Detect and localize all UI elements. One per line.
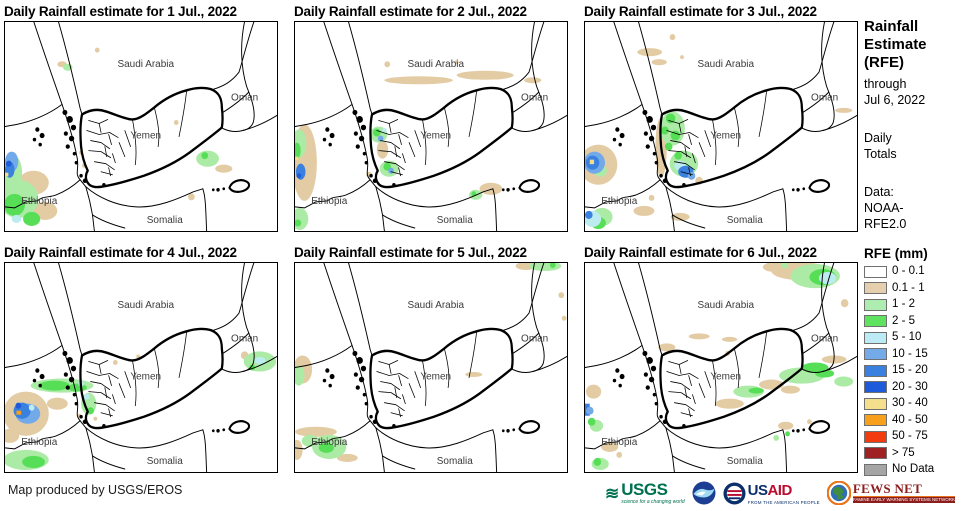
legend-row: 10 - 15 xyxy=(864,347,964,360)
legend-swatch xyxy=(864,348,887,360)
usaid-name-us: US xyxy=(747,481,768,499)
legend-swatch xyxy=(864,463,887,476)
map-jul-1 xyxy=(4,21,278,232)
legend-row: 15 - 20 xyxy=(864,364,964,377)
through-text: through xyxy=(864,77,907,91)
map-jul-4 xyxy=(4,262,278,473)
noaa-emblem-icon xyxy=(692,481,716,505)
legend-title: RFE (mm) xyxy=(864,246,928,261)
legend-row: > 75 xyxy=(864,446,964,459)
panel-title: Daily Rainfall estimate for 5 Jul., 2022 xyxy=(294,245,527,260)
legend-swatch xyxy=(864,397,887,410)
legend-swatch xyxy=(864,381,887,393)
sidebar-through: through Jul 6, 2022 xyxy=(864,76,964,108)
legend-row: 40 - 50 xyxy=(864,413,964,426)
sidebar-datasource: Data: NOAA- RFE2.0 xyxy=(864,184,964,232)
legend-label: 0.1 - 1 xyxy=(892,281,925,294)
sidebar-title: Rainfall Estimate (RFE) xyxy=(864,18,964,72)
panel-jul-5: Daily Rainfall estimate for 5 Jul., 2022 xyxy=(294,244,570,473)
panel-title: Daily Rainfall estimate for 3 Jul., 2022 xyxy=(584,4,817,19)
legend-swatch xyxy=(864,414,887,426)
panel-title: Daily Rainfall estimate for 1 Jul., 2022 xyxy=(4,4,237,19)
legend-label: 15 - 20 xyxy=(892,364,928,376)
usaid-tagline: FROM THE AMERICAN PEOPLE xyxy=(747,499,820,505)
map-jul-5 xyxy=(294,262,568,473)
period-line2: Totals xyxy=(864,147,897,161)
panel-title: Daily Rainfall estimate for 4 Jul., 2022 xyxy=(4,245,237,260)
legend-label: 0 - 0.1 xyxy=(892,265,925,277)
sidebar: Rainfall Estimate (RFE) through Jul 6, 2… xyxy=(864,18,964,481)
legend-label: 30 - 40 xyxy=(892,397,928,409)
legend-row: 30 - 40 xyxy=(864,397,964,410)
legend-label: 10 - 15 xyxy=(892,347,928,360)
legend-row: 50 - 75 xyxy=(864,430,964,443)
data-line1: Data: xyxy=(864,185,894,199)
legend-swatch xyxy=(864,298,887,311)
legend-swatch xyxy=(864,265,887,278)
usgs-logo: ≋ USGS science for a changing world xyxy=(605,479,685,505)
legend-row: 0 - 0.1 xyxy=(864,265,964,278)
rainfall-blobs xyxy=(295,60,542,230)
rainfall-blobs xyxy=(585,34,853,229)
usgs-tagline: science for a changing world xyxy=(621,498,685,505)
legend-label: > 75 xyxy=(892,446,915,459)
usaid-logo: USAID FROM THE AMERICAN PEOPLE xyxy=(723,481,820,505)
usgs-name: USGS xyxy=(621,479,668,499)
usaid-name-aid: AID xyxy=(767,481,792,499)
fews-net-name: FEWS NET xyxy=(852,481,923,496)
sidebar-title-line2: Estimate xyxy=(864,36,927,53)
noaa-logo xyxy=(692,481,716,505)
map-jul-3 xyxy=(584,21,858,232)
rainfall-blobs xyxy=(5,351,277,470)
period-line1: Daily xyxy=(864,131,892,145)
fews-globe-icon xyxy=(826,481,851,505)
legend-label: 40 - 50 xyxy=(892,413,928,426)
panel-jul-2: Daily Rainfall estimate for 2 Jul., 2022 xyxy=(294,3,570,232)
sidebar-period: Daily Totals xyxy=(864,130,964,162)
legend-swatch xyxy=(864,331,887,344)
legend-row: 5 - 10 xyxy=(864,331,964,344)
through-date: Jul 6, 2022 xyxy=(864,93,926,107)
legend-label: 1 - 2 xyxy=(892,298,916,310)
legend-row: No Data xyxy=(864,463,964,476)
legend-swatch xyxy=(864,430,887,443)
panel-title: Daily Rainfall estimate for 2 Jul., 2022 xyxy=(294,4,527,19)
legend-row: 1 - 2 xyxy=(864,298,964,311)
usaid-seal-icon xyxy=(723,481,746,505)
panel-jul-3: Daily Rainfall estimate for 3 Jul., 2022 xyxy=(584,3,860,232)
sidebar-title-line1: Rainfall xyxy=(864,18,919,35)
map-jul-6 xyxy=(584,262,858,473)
legend-label: 50 - 75 xyxy=(892,430,928,442)
legend-swatch xyxy=(864,364,887,377)
legend-label: No Data xyxy=(892,463,935,475)
legend-row: 2 - 5 xyxy=(864,314,964,327)
legend-row: 0.1 - 1 xyxy=(864,281,964,294)
legend-swatch xyxy=(864,282,887,294)
panel-jul-4: Daily Rainfall estimate for 4 Jul., 2022 xyxy=(4,244,280,473)
panel-jul-1: Daily Rainfall estimate for 1 Jul., 2022 xyxy=(4,3,280,232)
fews-net-logo: FEWS NET FAMINE EARLY WARNING SYSTEMS NE… xyxy=(826,481,956,505)
map-jul-2 xyxy=(294,21,568,232)
legend-swatch xyxy=(864,447,887,459)
data-line2: NOAA- xyxy=(864,201,904,215)
sidebar-title-line3: (RFE) xyxy=(864,54,904,71)
legend-label: 20 - 30 xyxy=(892,380,928,393)
panel-jul-6: Daily Rainfall estimate for 6 Jul., 2022 xyxy=(584,244,860,473)
usgs-wave-icon: ≋ xyxy=(605,483,620,503)
fews-net-tagline: FAMINE EARLY WARNING SYSTEMS NETWORK xyxy=(852,496,956,503)
legend-swatch xyxy=(864,315,887,327)
legend-row: 20 - 30 xyxy=(864,380,964,393)
legend: 0 - 0.1 0.1 - 1 1 - 2 2 - 5 5 - 10 10 - … xyxy=(864,265,964,476)
footer-logos: ≋ USGS science for a changing world USAI… xyxy=(605,479,962,507)
legend-label: 2 - 5 xyxy=(892,314,916,327)
legend-label: 5 - 10 xyxy=(892,331,922,343)
panel-title: Daily Rainfall estimate for 6 Jul., 2022 xyxy=(584,245,817,260)
map-credit: Map produced by USGS/EROS xyxy=(8,483,183,497)
data-line3: RFE2.0 xyxy=(864,217,907,231)
